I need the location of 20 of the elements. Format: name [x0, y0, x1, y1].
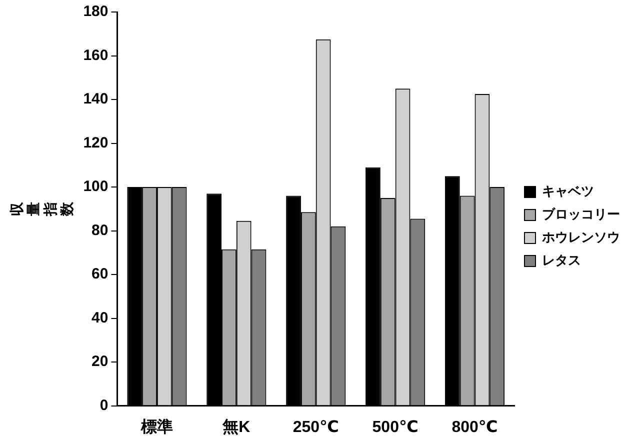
x-tick-label: 500℃	[372, 418, 418, 436]
y-tick-label: 160	[83, 46, 108, 64]
y-tick-label: 180	[83, 3, 108, 20]
legend-label: ホウレンソウ	[541, 230, 620, 245]
y-tick-label: 0	[100, 396, 108, 414]
legend-label: レタス	[542, 252, 581, 268]
y-tick-label: 60	[92, 266, 108, 283]
x-tick-label: 800℃	[452, 418, 498, 436]
x-tick-label: 無K	[222, 418, 251, 436]
y-tick-label: 140	[83, 90, 108, 108]
legend-label: ブロッコリー	[542, 206, 620, 222]
y-tick-label: 80	[92, 222, 108, 239]
x-tick-label: 標準	[140, 418, 173, 436]
x-tick-label: 250℃	[292, 418, 339, 436]
y-tick-label: 120	[83, 134, 108, 152]
y-tick-label: 40	[92, 309, 108, 326]
y-tick-label: 20	[92, 353, 108, 370]
legend-label: キャベツ	[542, 184, 594, 199]
y-axis-title: 収量指数	[8, 200, 75, 217]
y-tick-label: 100	[83, 178, 108, 196]
